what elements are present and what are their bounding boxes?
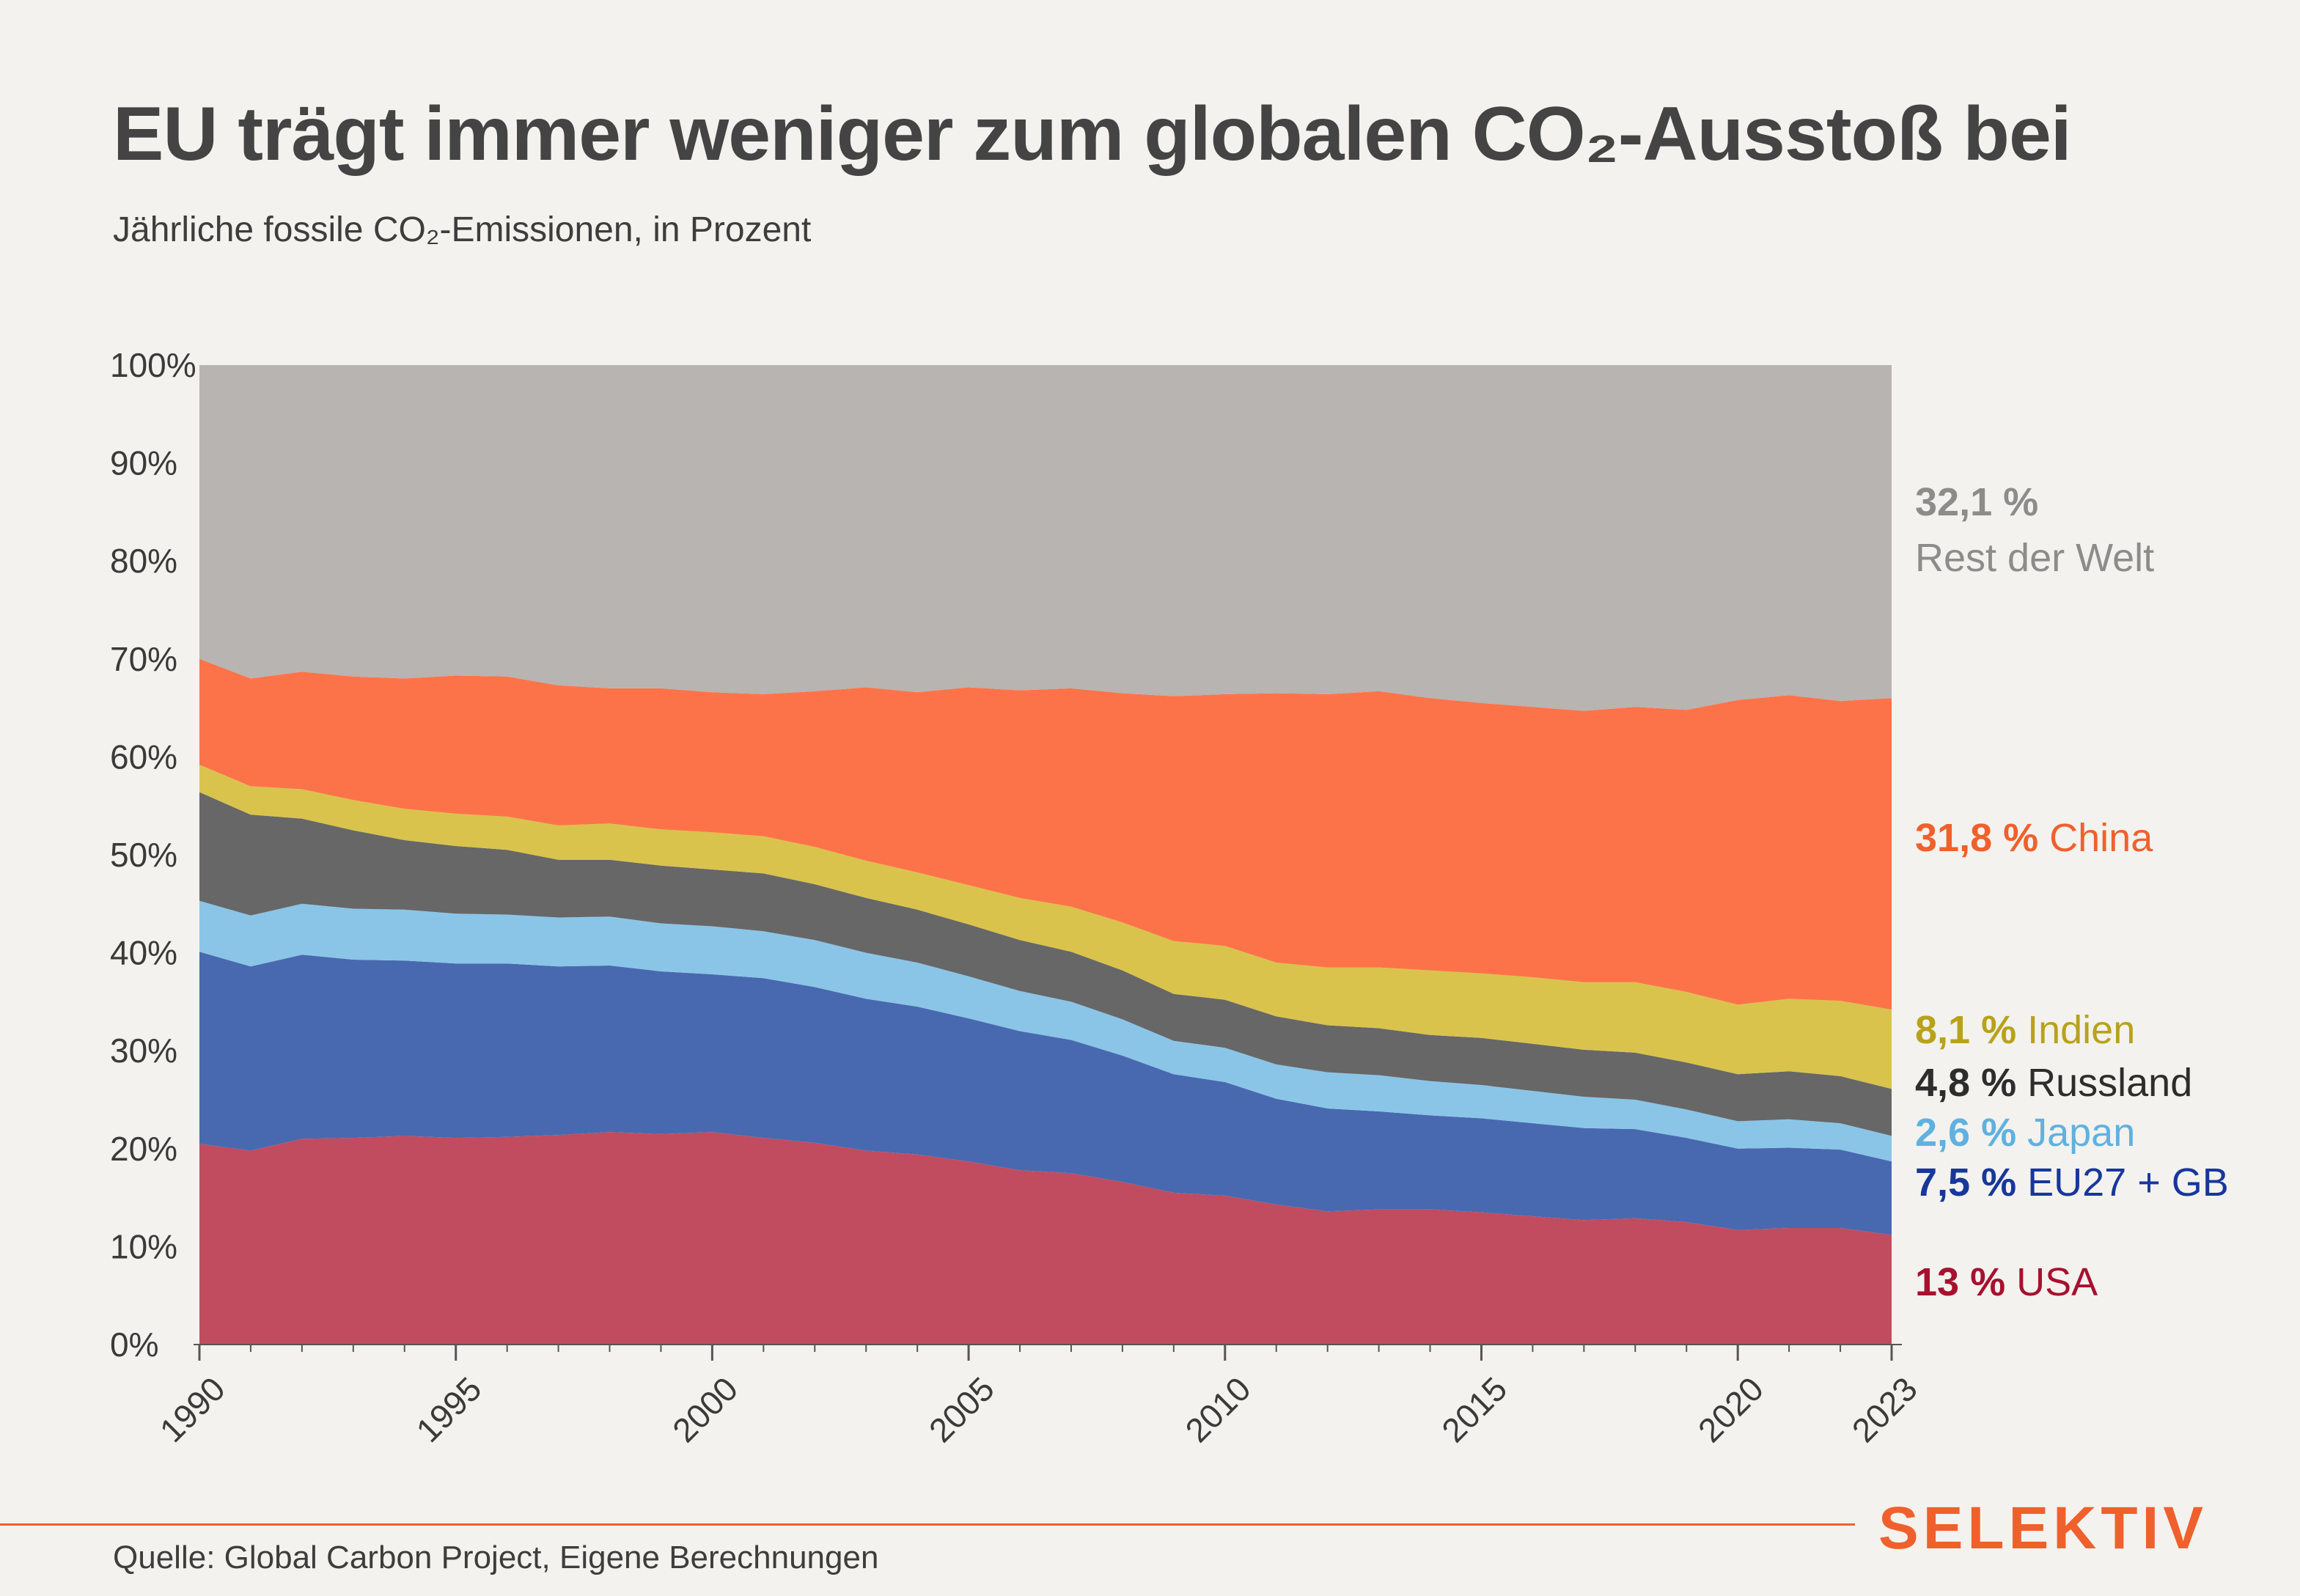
y-tick-label: 80% xyxy=(110,542,177,580)
x-axis: 1990 1995 2000 2005 2010 2015 2020 2023 xyxy=(153,1344,1925,1449)
area-china xyxy=(199,658,1892,1010)
label-usa-name: USA xyxy=(2016,1260,2098,1304)
y-tick-label: 10% xyxy=(110,1227,177,1265)
y-tick-label: 100% xyxy=(110,346,196,384)
label-eu-name: EU27 + GB xyxy=(2027,1161,2229,1205)
x-tick-label: 2005 xyxy=(922,1369,1002,1449)
label-usa: 13 % USA xyxy=(1915,1259,2098,1305)
area-usa xyxy=(199,1132,1892,1345)
label-india: 8,1 % Indien xyxy=(1915,1007,2135,1053)
label-russia-name: Russland xyxy=(2027,1061,2193,1105)
label-japan: 2,6 % Japan xyxy=(1915,1110,2135,1155)
y-tick-label: 50% xyxy=(110,836,177,874)
label-china-name: China xyxy=(2049,816,2153,860)
label-eu: 7,5 % EU27 + GB xyxy=(1915,1160,2229,1205)
x-tick-label: 2010 xyxy=(1177,1369,1257,1449)
y-tick-label: 0% xyxy=(110,1325,158,1364)
area-indien xyxy=(199,765,1892,1089)
chart-areas xyxy=(199,365,1892,1345)
footer-divider xyxy=(0,1523,1855,1526)
y-tick-label: 60% xyxy=(110,738,177,776)
label-rest-of-world: 32,1 % Rest der Welt xyxy=(1915,475,2154,586)
label-russia: 4,8 % Russland xyxy=(1915,1060,2192,1106)
area-japan xyxy=(199,900,1892,1162)
stacked-area-chart: 0%10%20%30%40%50%60%70%80%90%100% 1990 19… xyxy=(110,346,1925,1449)
label-china: 31,8 % China xyxy=(1915,815,2153,861)
label-india-name: Indien xyxy=(2027,1008,2136,1052)
brand-logo: SELEKTIV xyxy=(1878,1495,2208,1562)
x-tick-label: 2015 xyxy=(1434,1369,1514,1449)
y-tick-label: 70% xyxy=(110,640,177,678)
y-tick-label: 40% xyxy=(110,934,177,972)
label-usa-value: 13 % xyxy=(1915,1260,2006,1304)
area-russland xyxy=(199,792,1892,1136)
x-tick-label: 2000 xyxy=(665,1369,745,1449)
x-tick-label: 2023 xyxy=(1845,1369,1925,1449)
label-china-value: 31,8 % xyxy=(1915,816,2039,860)
label-russia-value: 4,8 % xyxy=(1915,1061,2017,1105)
label-india-value: 8,1 % xyxy=(1915,1008,2017,1052)
x-tick-label: 2020 xyxy=(1691,1369,1771,1449)
y-axis: 0% 10% 20% 30% 40% 50% 60% 70% 80% 90% 100% xyxy=(110,346,196,1364)
x-tick-label: 1995 xyxy=(408,1369,488,1449)
label-japan-value: 2,6 % xyxy=(1915,1111,2017,1155)
y-tick-label: 20% xyxy=(110,1130,177,1168)
label-japan-name: Japan xyxy=(2027,1111,2136,1155)
chart-subtitle: Jährliche fossile CO₂-Emissionen, in Pro… xyxy=(113,210,812,249)
label-eu-value: 7,5 % xyxy=(1915,1161,2017,1205)
source-note: Quelle: Global Carbon Project, Eigene Be… xyxy=(113,1540,879,1575)
x-tick-label: 1990 xyxy=(153,1369,232,1449)
area-rest-der-welt xyxy=(199,365,1892,711)
y-tick-label: 90% xyxy=(110,444,177,482)
y-tick-label: 30% xyxy=(110,1031,177,1070)
label-rest-value: 32,1 % xyxy=(1915,480,2039,524)
chart-title: EU trägt immer weniger zum globalen CO₂-… xyxy=(113,92,2072,177)
area-eu27-gb xyxy=(199,952,1892,1235)
label-rest-name: Rest der Welt xyxy=(1915,535,2155,580)
